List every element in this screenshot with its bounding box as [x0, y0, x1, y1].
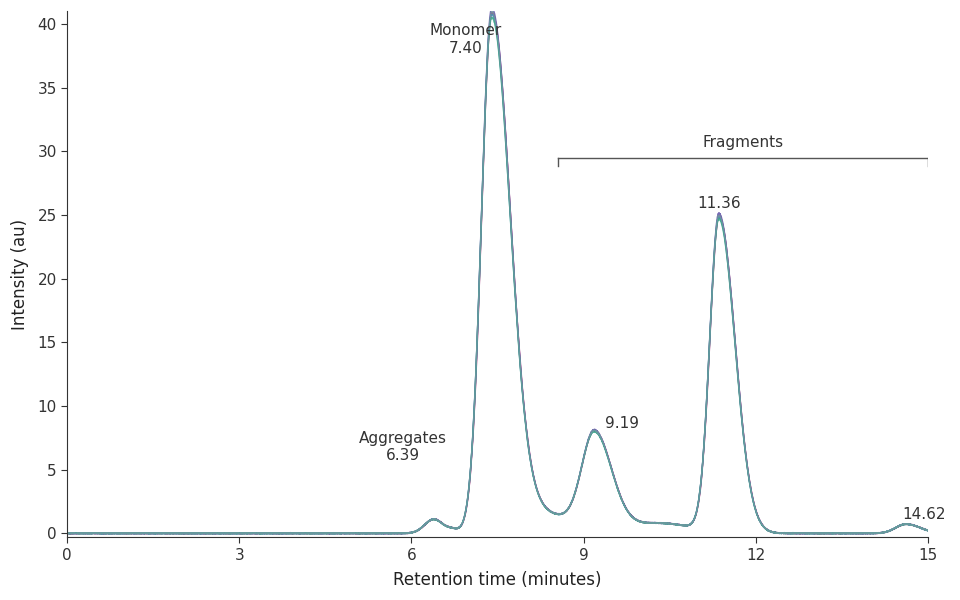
Text: Aggregates
6.39: Aggregates 6.39	[359, 431, 446, 463]
Text: Monomer
7.40: Monomer 7.40	[430, 23, 502, 56]
Y-axis label: Intensity (au): Intensity (au)	[12, 218, 29, 329]
X-axis label: Retention time (minutes): Retention time (minutes)	[394, 571, 602, 589]
Text: 14.62: 14.62	[901, 508, 946, 523]
Text: 9.19: 9.19	[606, 416, 639, 431]
Text: 11.36: 11.36	[697, 196, 741, 211]
Text: Fragments: Fragments	[702, 135, 783, 150]
